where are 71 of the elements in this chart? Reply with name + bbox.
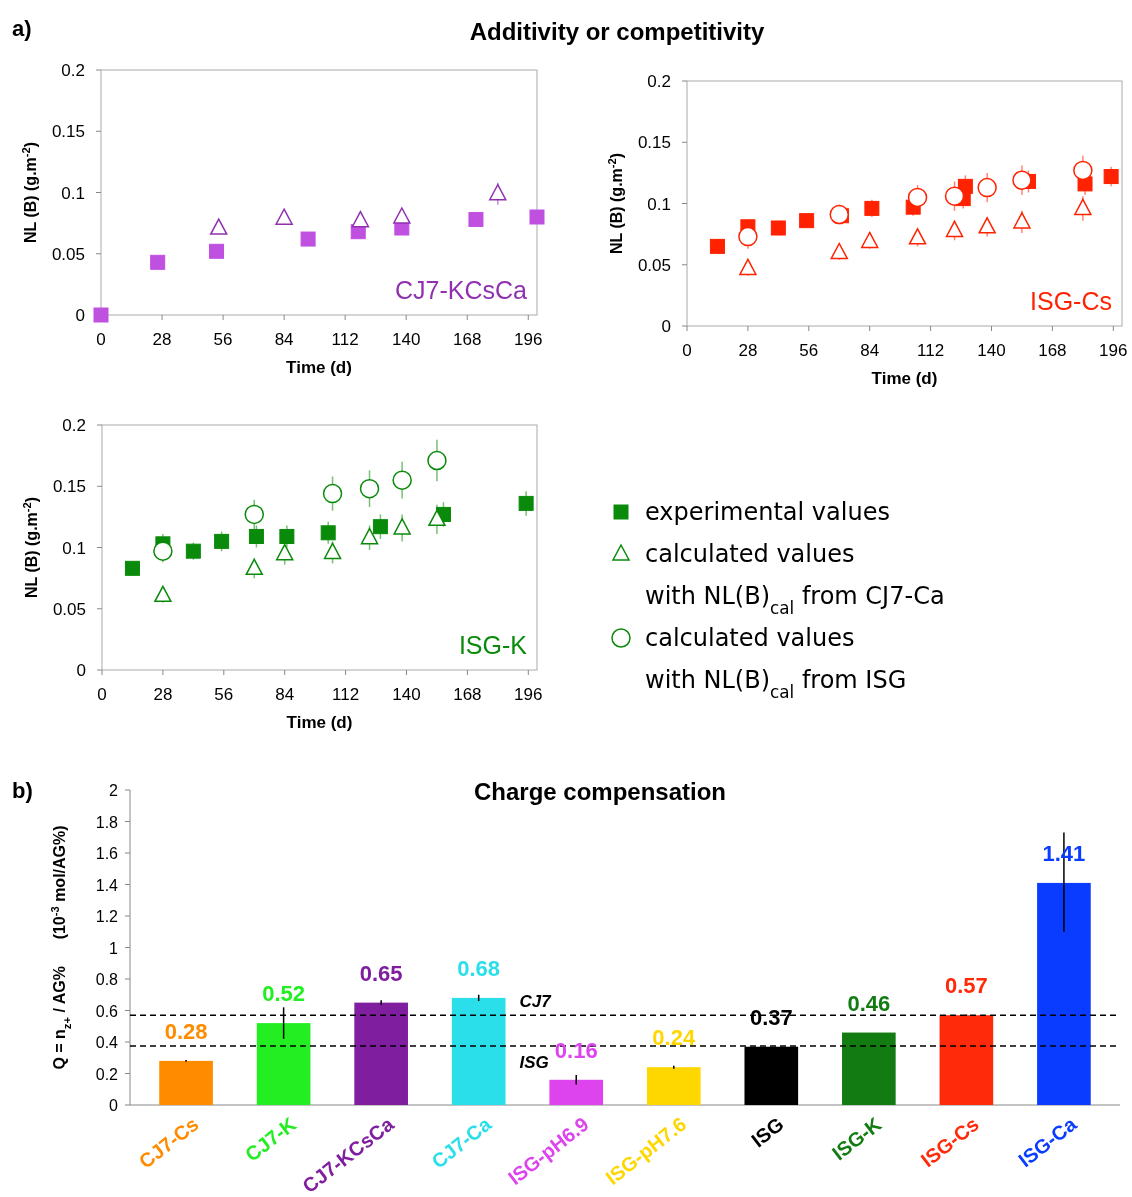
x-tick-label: 28 [738, 341, 758, 360]
y-tick-label: 0.4 [95, 1034, 119, 1051]
y-tick-label: 0.15 [52, 477, 86, 497]
x-tick-label: 28 [153, 685, 173, 704]
y-tick-label: 0.05 [637, 255, 671, 275]
y-tick-label: 0.15 [637, 133, 671, 153]
x-tick-label: 56 [214, 685, 234, 704]
x-tick-label: 196 [1099, 341, 1128, 360]
y-tick-label: 0.6 [95, 1002, 119, 1020]
y-tick-label: 0.2 [647, 72, 671, 91]
y-tick-label: 1.8 [95, 813, 119, 831]
data-label: 0.68 [457, 955, 501, 981]
x-tick-label: 140 [392, 330, 421, 349]
x-tick-label: 112 [331, 330, 359, 349]
chart-title: Charge compensation [473, 778, 727, 805]
y-tick-label: 1.4 [95, 876, 119, 894]
legend-label: calculated values with NL(B)$_{cal}$ from ISG [645, 624, 907, 702]
y-tick-label: 0.1 [62, 538, 86, 558]
x-axis-title: Time (d) [286, 713, 353, 732]
annotation: ISG-Cs [1030, 287, 1112, 315]
x-tick-label: 28 [152, 330, 172, 349]
y-tick-label: 0 [109, 1097, 119, 1114]
text: b) [12, 778, 33, 803]
legend-label: experimental values [645, 498, 890, 526]
data-label: 0.28 [164, 1018, 208, 1044]
text: a) [12, 16, 32, 41]
x-tick-label: 168 [1038, 341, 1067, 360]
x-tick-label: 196 [514, 685, 543, 704]
y-tick-label: 0.15 [51, 122, 85, 142]
x-tick-label: 140 [977, 341, 1006, 360]
y-tick-label: 1.6 [95, 845, 119, 862]
y-tick-label: 0.05 [51, 244, 85, 264]
ref-line-label: CJ7 [519, 992, 553, 1012]
y-tick-label: 0 [76, 661, 86, 680]
y-tick-label: 0.05 [52, 599, 86, 619]
x-axis-title: Time (d) [871, 369, 938, 388]
y-tick-label: 0.2 [62, 416, 86, 435]
y-tick-label: 0.2 [61, 61, 85, 80]
y-tick-label: 0.8 [95, 971, 119, 988]
y-tick-label: 1.2 [95, 908, 119, 925]
annotation: ISG-K [458, 631, 528, 659]
data-label: 0.52 [262, 981, 306, 1007]
y-tick-label: 0 [661, 317, 671, 336]
x-tick-label: 84 [274, 330, 294, 349]
y-tick-label: 1 [109, 939, 119, 957]
annotation: CJ7-KCsCa [395, 276, 528, 304]
x-tick-label: 112 [332, 685, 360, 704]
data-label: 0.16 [554, 1037, 598, 1063]
x-tick-label: 168 [453, 685, 482, 704]
y-tick-label: 0.1 [61, 183, 85, 203]
x-tick-label: 56 [213, 330, 233, 349]
y-tick-label: 0 [75, 306, 85, 325]
x-tick-label: 84 [275, 685, 295, 704]
data-label: 0.46 [847, 990, 891, 1016]
x-tick-label: 112 [917, 341, 945, 360]
x-tick-label: 140 [392, 685, 421, 704]
data-label: 0.24 [652, 1025, 696, 1051]
ref-line-label: ISG [519, 1052, 549, 1072]
y-tick-label: 0.1 [647, 194, 671, 214]
x-tick-label: 56 [799, 341, 819, 360]
y-tick-label: 0.2 [95, 1065, 119, 1083]
data-label: 0.57 [944, 973, 988, 999]
x-axis-title: Time (d) [286, 358, 352, 377]
x-tick-label: 0 [682, 341, 692, 360]
x-tick-label: 84 [860, 341, 880, 360]
x-tick-label: ISG [747, 1112, 788, 1152]
data-label: 0.65 [359, 960, 403, 986]
x-tick-label: 168 [453, 330, 482, 349]
y-tick-label: 2 [109, 782, 119, 799]
x-tick-label: 196 [514, 330, 543, 349]
text: Additivity or competitivity [469, 18, 765, 45]
